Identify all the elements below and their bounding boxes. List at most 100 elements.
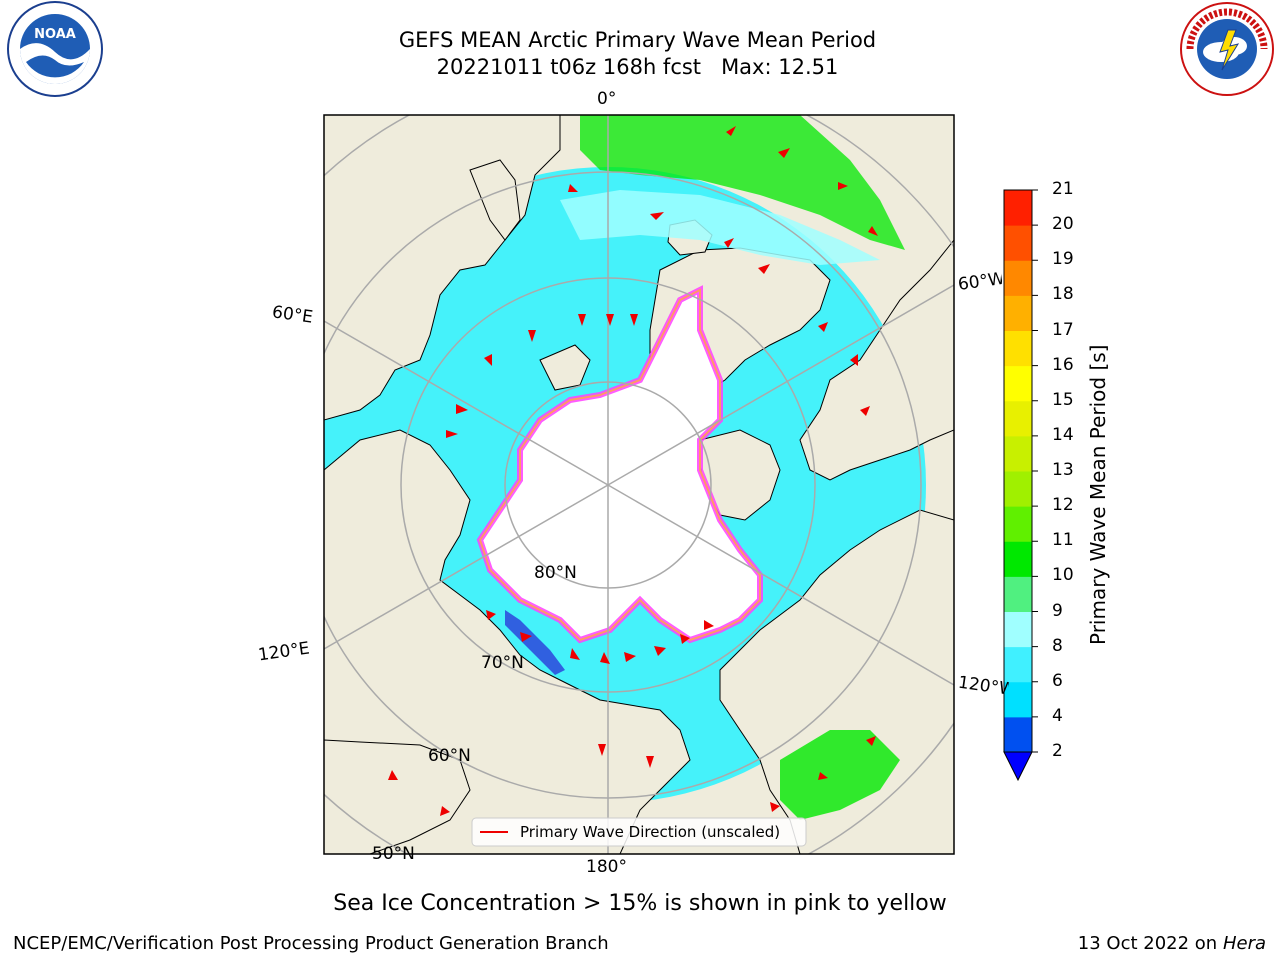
colorbar xyxy=(1003,189,1038,782)
colorbar-tick-label: 6 xyxy=(1052,670,1063,691)
wave-arrow xyxy=(704,620,714,630)
wave-arrow xyxy=(624,652,636,662)
lon-label-0: 0° xyxy=(597,89,617,109)
colorbar-tick-label: 14 xyxy=(1052,424,1074,445)
wave-arrow xyxy=(486,610,496,620)
wave-arrow xyxy=(866,736,876,746)
legend-label: Primary Wave Direction (unscaled) xyxy=(520,823,780,841)
colorbar-tick-label: 18 xyxy=(1052,284,1074,305)
wave-arrow xyxy=(724,238,734,248)
wave-arrow xyxy=(456,404,468,414)
colorbar-segment xyxy=(1004,400,1032,437)
colorbar-segment xyxy=(1004,435,1032,472)
colorbar-tick-label: 4 xyxy=(1052,705,1063,726)
wave-arrow xyxy=(630,314,638,326)
footer-date: 13 Oct 2022 on xyxy=(1077,933,1223,954)
wave-arrow xyxy=(440,806,450,816)
map-frame xyxy=(323,114,955,855)
colorbar-segment xyxy=(1004,681,1032,718)
wave-arrow xyxy=(528,330,536,342)
wave-arrow xyxy=(650,212,664,220)
wave-band-8-9 xyxy=(560,190,880,265)
colorbar-segment xyxy=(1004,260,1032,296)
colorbar-tick-label: 13 xyxy=(1052,460,1074,480)
colorbar-tick-label: 19 xyxy=(1052,249,1074,270)
nws-logo xyxy=(1178,0,1276,98)
wave-arrow xyxy=(868,226,878,236)
colorbar-tick-label: 2 xyxy=(1052,741,1063,761)
lat-label-50: 50°N xyxy=(372,844,415,864)
colorbar-tick-label: 9 xyxy=(1052,600,1063,621)
wave-arrow xyxy=(850,354,858,366)
colorbar-tick-label: 21 xyxy=(1052,179,1074,199)
wave-arrow xyxy=(446,430,458,438)
wave-arrow xyxy=(484,354,492,366)
colorbar-tick-label: 20 xyxy=(1052,214,1074,235)
wave-arrow xyxy=(770,802,780,812)
wave-arrow xyxy=(578,314,586,326)
colorbar-segment xyxy=(1004,330,1032,367)
wave-arrow xyxy=(778,148,790,158)
footer-right: 13 Oct 2022 on Hera xyxy=(1078,933,1266,954)
wave-arrow xyxy=(598,744,606,756)
colorbar-tick-label: 10 xyxy=(1052,565,1074,586)
colorbar-segment xyxy=(1004,716,1032,753)
colorbar-segment xyxy=(1004,506,1032,542)
colorbar-tick-label: 8 xyxy=(1052,635,1063,656)
colorbar-segment xyxy=(1004,471,1032,507)
lat-label-70: 70°N xyxy=(481,653,524,673)
colorbar-segment xyxy=(1004,646,1032,683)
wave-arrow xyxy=(818,772,828,780)
wave-arrow xyxy=(600,652,610,664)
colorbar-segment xyxy=(1004,225,1032,261)
colorbar-tick-label: 15 xyxy=(1052,389,1074,410)
plot-title-line1: GEFS MEAN Arctic Primary Wave Mean Perio… xyxy=(398,28,877,52)
colorbar-segment xyxy=(1004,541,1032,577)
colorbar-tick-label: 12 xyxy=(1052,495,1074,516)
ice-core xyxy=(480,290,760,640)
land-franz-josef xyxy=(539,344,591,391)
low-period-streak xyxy=(505,610,565,675)
wave-arrow xyxy=(520,632,532,642)
noaa-logo-text: NOAA xyxy=(34,27,76,42)
colorbar-segment xyxy=(1004,576,1032,612)
wave-arrow xyxy=(646,756,654,768)
colorbar-segment xyxy=(1004,190,1032,226)
wave-arrow xyxy=(568,184,578,192)
colorbar-segment xyxy=(1004,295,1032,331)
graticule xyxy=(324,115,954,854)
wave-arrow xyxy=(860,406,870,416)
colorbar-tick-label: 17 xyxy=(1052,319,1074,340)
land-canada-east xyxy=(799,239,954,481)
colorbar-tick-label: 11 xyxy=(1052,530,1074,551)
ice-edge-orange xyxy=(478,288,761,642)
land-alaska xyxy=(324,739,471,854)
sea-ice-note: Sea Ice Concentration > 15% is shown in … xyxy=(333,891,947,916)
wave-arrow xyxy=(758,264,770,274)
wave-arrow xyxy=(388,770,398,780)
colorbar-label: Primary Wave Mean Period [s] xyxy=(1086,345,1110,646)
lat-label-60: 60°N xyxy=(428,746,471,766)
wave-arrow xyxy=(606,314,614,326)
footer-host: Hera xyxy=(1222,933,1266,954)
map-legend xyxy=(471,817,807,847)
wave-direction-arrows xyxy=(388,126,878,816)
lat-label-80: 80°N xyxy=(534,563,577,583)
colorbar-tick-label: 16 xyxy=(1052,354,1074,375)
footer-left: NCEP/EMC/Verification Post Processing Pr… xyxy=(13,933,609,954)
noaa-logo: NOAA xyxy=(6,0,104,98)
colorbar-segment xyxy=(1004,611,1032,648)
lon-label-180: 180° xyxy=(586,857,627,877)
wave-arrow xyxy=(838,182,848,190)
wave-arrow xyxy=(726,126,736,136)
swell-north-atlantic xyxy=(580,115,905,250)
plot-title-line2: 20221011 t06z 168h fcst Max: 12.51 xyxy=(436,55,839,79)
wave-arrow xyxy=(680,634,690,644)
colorbar-under-extension xyxy=(1003,751,1033,782)
wave-arrow xyxy=(654,646,666,656)
swell-north-pacific xyxy=(780,730,900,820)
wave-arrow xyxy=(570,648,580,660)
colorbar-segment xyxy=(1004,365,1032,402)
wave-arrow xyxy=(818,322,828,332)
